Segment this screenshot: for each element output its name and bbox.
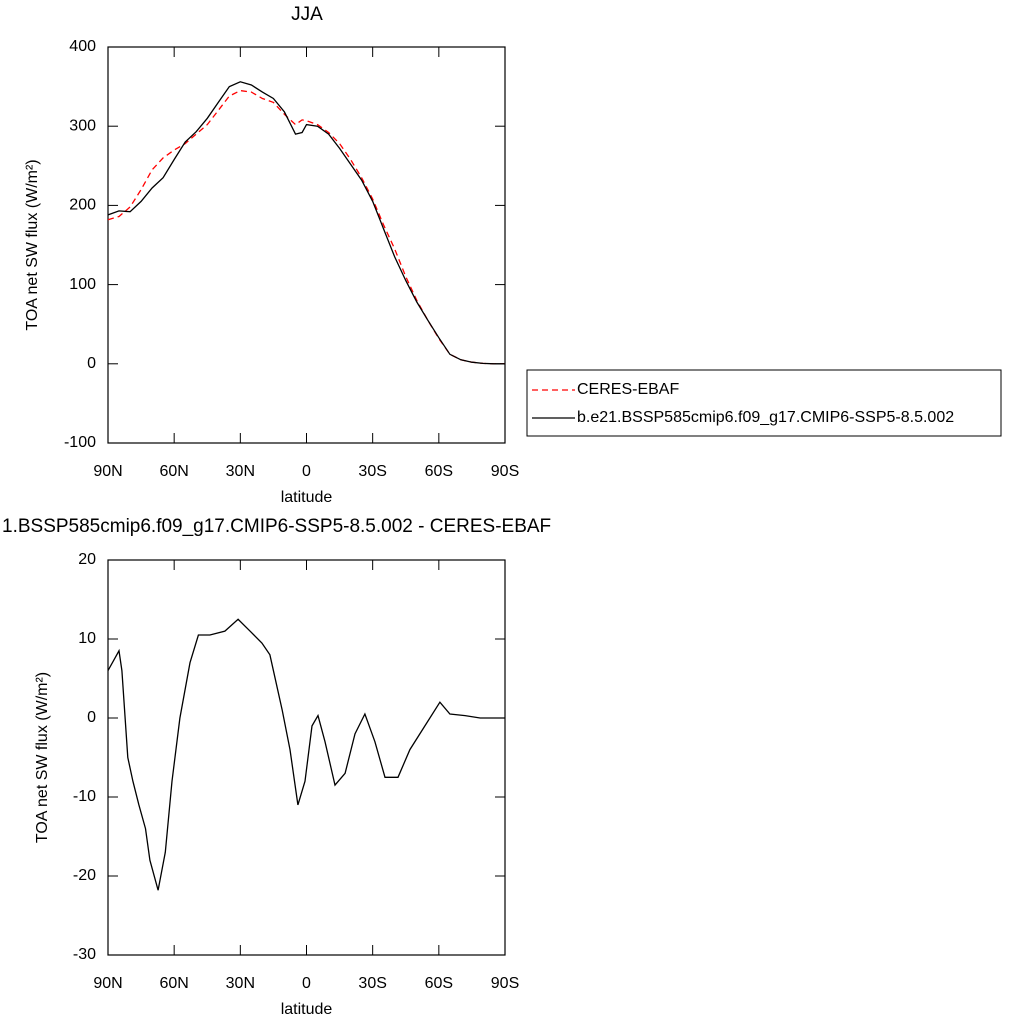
legend-label: b.e21.BSSP585cmip6.f09_g17.CMIP6-SSP5-8.… <box>577 409 954 426</box>
legend-label: CERES-EBAF <box>577 381 679 398</box>
data-line <box>107 89 505 365</box>
y-tick-label: -20 <box>73 867 96 884</box>
data-line <box>107 618 505 891</box>
y-tick-label: -10 <box>73 788 96 805</box>
plot-frame <box>107 46 506 444</box>
x-tick-label: 60S <box>425 463 453 480</box>
x-tick-label: 90S <box>491 463 519 480</box>
x-axis-label: latitude <box>281 1001 333 1018</box>
y-tick-label: 200 <box>69 197 96 214</box>
x-tick-label: 0 <box>302 975 311 992</box>
y-tick-label: 0 <box>87 709 96 726</box>
x-tick-label: 60S <box>425 975 453 992</box>
x-tick-label: 90S <box>491 975 519 992</box>
y-tick-label: 0 <box>87 355 96 372</box>
y-tick-label: 10 <box>78 630 96 647</box>
y-tick-label: 100 <box>69 276 96 293</box>
y-tick-label: 400 <box>69 38 96 55</box>
y-tick-label: -30 <box>73 946 96 963</box>
chart-title: JJA <box>291 4 323 25</box>
x-tick-label: 0 <box>302 463 311 480</box>
x-tick-label: 90N <box>93 463 122 480</box>
x-tick-label: 30S <box>358 463 386 480</box>
y-tick-label: 20 <box>78 551 96 568</box>
x-tick-label: 90N <box>93 975 122 992</box>
y-axis-label: TOA net SW flux (W/m²) <box>34 672 51 843</box>
plot-frame <box>107 559 506 956</box>
legend-box <box>526 369 1002 437</box>
x-tick-label: 30N <box>226 975 255 992</box>
x-tick-label: 30S <box>358 975 386 992</box>
data-line <box>107 81 505 365</box>
chart-title: 1.BSSP585cmip6.f09_g17.CMIP6-SSP5-8.5.00… <box>2 516 551 537</box>
y-axis-label: TOA net SW flux (W/m²) <box>24 159 41 330</box>
x-tick-label: 60N <box>159 975 188 992</box>
x-tick-label: 60N <box>159 463 188 480</box>
y-tick-label: -100 <box>64 434 96 451</box>
y-tick-label: 300 <box>69 117 96 134</box>
x-axis-label: latitude <box>281 489 333 506</box>
x-tick-label: 30N <box>226 463 255 480</box>
